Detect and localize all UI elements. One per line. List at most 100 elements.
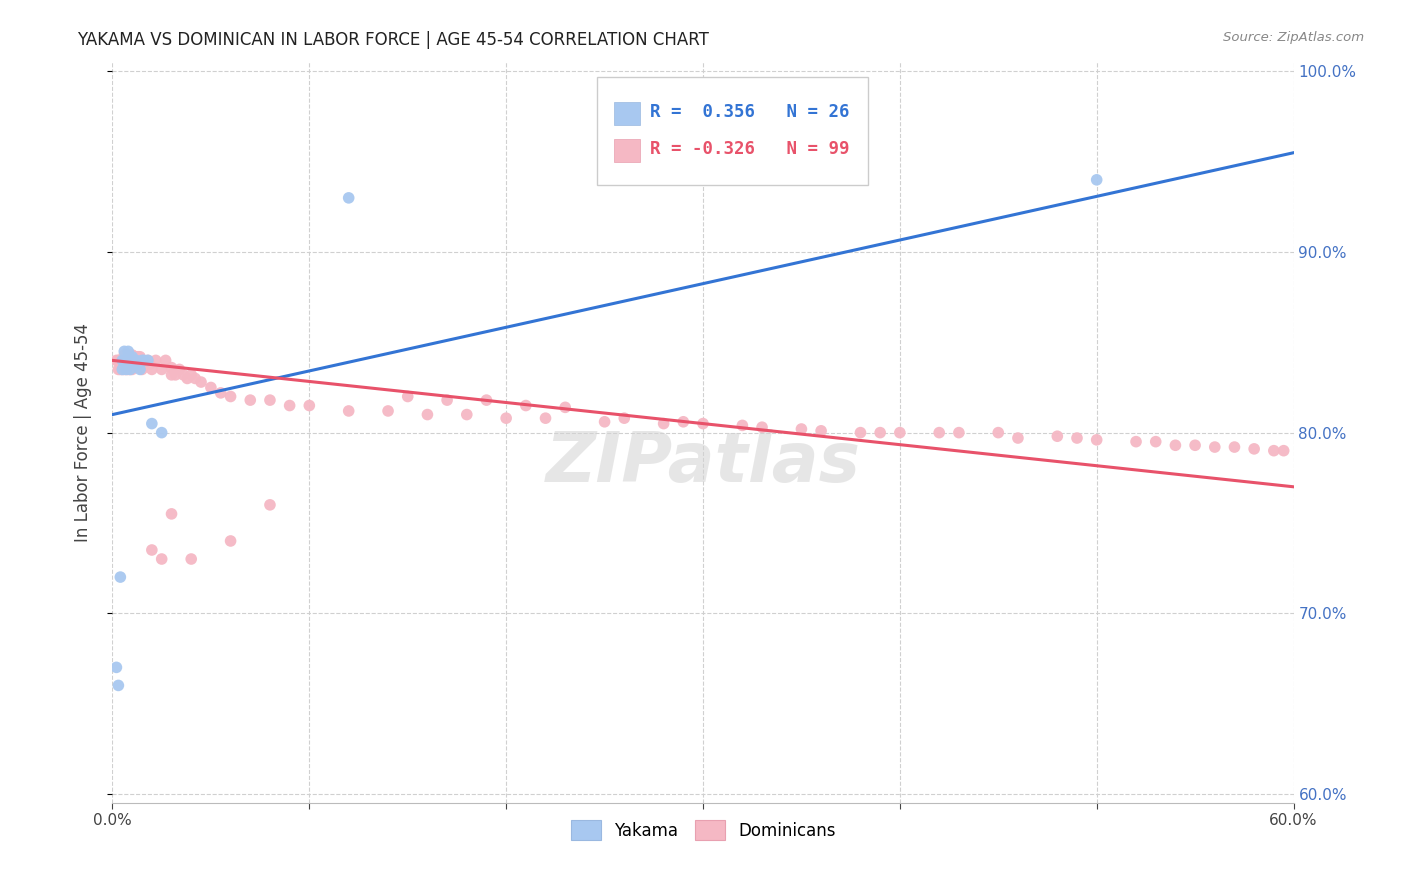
Point	[456, 408, 478, 422]
Point	[337, 191, 360, 205]
Point	[1144, 434, 1167, 449]
Point	[131, 353, 153, 368]
Point	[121, 362, 143, 376]
Point	[131, 353, 153, 368]
Point	[948, 425, 970, 440]
Point	[117, 344, 139, 359]
Point	[259, 393, 281, 408]
Point	[692, 417, 714, 431]
Point	[115, 362, 138, 376]
Point	[278, 399, 301, 413]
Point	[112, 353, 135, 368]
Point	[160, 360, 183, 375]
Point	[111, 362, 134, 376]
Point	[125, 350, 148, 364]
Point	[416, 408, 439, 422]
Point	[121, 348, 143, 362]
Point	[172, 368, 194, 382]
Point	[377, 404, 399, 418]
Point	[127, 357, 149, 371]
Point	[155, 353, 177, 368]
Point	[869, 425, 891, 440]
Point	[122, 350, 145, 364]
Point	[180, 552, 202, 566]
Point	[554, 401, 576, 415]
Point	[129, 362, 152, 376]
Point	[139, 357, 162, 371]
Point	[731, 418, 754, 433]
Point	[136, 353, 159, 368]
Legend: Yakama, Dominicans: Yakama, Dominicans	[564, 814, 842, 847]
Point	[120, 353, 142, 368]
Point	[593, 415, 616, 429]
Point	[534, 411, 557, 425]
Point	[1223, 440, 1246, 454]
Point	[107, 353, 129, 368]
Point	[790, 422, 813, 436]
Point	[111, 353, 134, 368]
Point	[1243, 442, 1265, 456]
Point	[112, 348, 135, 362]
Point	[111, 362, 134, 376]
Point	[475, 393, 498, 408]
Point	[150, 362, 173, 376]
Text: R =  0.356   N = 26: R = 0.356 N = 26	[650, 103, 849, 121]
Y-axis label: In Labor Force | Age 45-54: In Labor Force | Age 45-54	[73, 323, 91, 542]
Point	[135, 357, 157, 371]
Point	[121, 353, 143, 368]
Point	[652, 417, 675, 431]
Point	[107, 678, 129, 692]
Point	[112, 344, 135, 359]
Point	[169, 362, 191, 376]
Point	[672, 415, 695, 429]
Point	[515, 399, 537, 413]
Point	[110, 362, 132, 376]
Point	[1046, 429, 1069, 443]
Point	[120, 353, 142, 368]
Point	[120, 362, 142, 376]
Point	[298, 399, 321, 413]
Point	[129, 357, 152, 371]
Point	[121, 350, 143, 364]
Point	[259, 498, 281, 512]
Point	[1263, 443, 1285, 458]
Point	[219, 533, 242, 548]
Point	[1066, 431, 1088, 445]
Text: Source: ZipAtlas.com: Source: ZipAtlas.com	[1223, 31, 1364, 45]
Point	[337, 404, 360, 418]
Point	[105, 660, 128, 674]
Point	[125, 357, 148, 371]
Point	[184, 371, 207, 385]
Point	[1204, 440, 1226, 454]
Point	[160, 507, 183, 521]
Text: ZIPatlas: ZIPatlas	[546, 429, 860, 496]
Point	[751, 420, 773, 434]
Point	[190, 375, 212, 389]
Text: R = -0.326   N = 99: R = -0.326 N = 99	[650, 140, 849, 158]
Point	[200, 380, 222, 394]
Point	[115, 362, 138, 376]
Point	[132, 357, 155, 371]
Point	[131, 362, 153, 376]
Point	[115, 353, 138, 368]
Point	[107, 362, 129, 376]
Point	[160, 368, 183, 382]
Point	[928, 425, 950, 440]
Point	[136, 353, 159, 368]
Bar	[614, 102, 640, 126]
Point	[127, 350, 149, 364]
Point	[117, 353, 139, 368]
Point	[132, 353, 155, 368]
Point	[117, 362, 139, 376]
Point	[122, 353, 145, 368]
Point	[1125, 434, 1147, 449]
Point	[112, 362, 135, 376]
Point	[1085, 173, 1108, 187]
Point	[849, 425, 872, 440]
Point	[613, 411, 636, 425]
Point	[121, 357, 143, 371]
Point	[1272, 443, 1295, 458]
Point	[1184, 438, 1206, 452]
Point	[115, 353, 138, 368]
Point	[219, 390, 242, 404]
